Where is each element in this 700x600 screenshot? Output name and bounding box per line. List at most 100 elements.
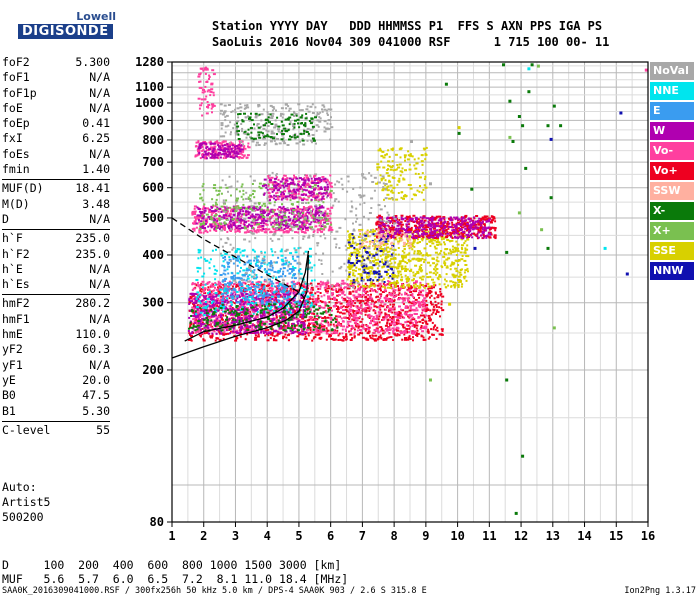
echo-point — [215, 325, 219, 328]
echo-point — [197, 285, 200, 288]
echo-point — [266, 217, 269, 220]
echo-point — [300, 328, 303, 330]
echo-point — [349, 265, 352, 268]
param-value: N/A — [89, 261, 110, 276]
echo-point — [446, 220, 449, 223]
echo-point — [286, 312, 290, 315]
echo-point — [309, 331, 312, 334]
echo-point — [334, 303, 337, 306]
echo-point — [491, 215, 494, 218]
echo-point — [260, 331, 263, 334]
echo-point — [374, 263, 377, 266]
echo-point — [341, 292, 345, 295]
echo-point — [427, 314, 431, 317]
echo-point — [203, 296, 206, 299]
echo-point — [207, 309, 209, 312]
echo-point — [309, 329, 312, 331]
echo-point — [390, 166, 394, 169]
echo-point — [325, 338, 328, 341]
echo-point — [456, 243, 460, 246]
echo-point — [265, 325, 268, 328]
echo-point — [286, 282, 289, 285]
echo-point — [255, 281, 259, 284]
echo-point — [355, 279, 358, 282]
echo-point — [193, 320, 197, 323]
echo-point — [238, 326, 241, 329]
echo-point — [373, 238, 376, 241]
echo-point — [269, 318, 272, 320]
echo-point — [319, 229, 322, 232]
echo-point — [263, 303, 266, 306]
echo-point — [412, 193, 416, 196]
echo-point — [411, 293, 414, 295]
echo-point — [410, 287, 413, 290]
echo-point — [372, 282, 376, 285]
echo-point — [421, 289, 425, 292]
echo-point — [302, 330, 305, 333]
echo-point — [417, 251, 420, 254]
echo-point — [414, 216, 418, 219]
echo-point — [397, 274, 400, 277]
echo-point — [216, 302, 220, 305]
echo-point — [464, 251, 467, 254]
echo-point — [198, 284, 202, 287]
echo-point — [452, 229, 456, 231]
echo-point — [439, 243, 443, 246]
echo-point — [388, 197, 392, 200]
echo-point — [348, 320, 352, 323]
echo-point — [346, 300, 350, 302]
echo-point — [419, 327, 422, 330]
echo-point — [391, 287, 394, 290]
echo-point — [206, 207, 209, 210]
echo-point — [329, 297, 332, 300]
echo-point — [363, 288, 365, 291]
echo-point — [417, 232, 420, 235]
echo-point — [427, 282, 430, 285]
echo-point — [242, 310, 246, 313]
echo-point — [192, 293, 196, 296]
echo-point — [224, 307, 227, 310]
echo-point — [250, 286, 254, 288]
echo-point — [218, 332, 221, 335]
echo-point — [424, 285, 428, 287]
echo-point — [268, 282, 271, 285]
echo-point — [408, 247, 411, 250]
echo-point — [209, 335, 212, 338]
echo-point — [305, 331, 308, 334]
echo-point — [354, 286, 357, 289]
echo-point — [275, 298, 277, 301]
echo-point — [382, 225, 386, 228]
echo-point — [391, 316, 395, 318]
echo-point — [188, 316, 191, 319]
echo-point — [210, 310, 213, 313]
echo-point — [488, 220, 491, 222]
echo-point — [219, 323, 223, 326]
echo-point — [406, 158, 410, 161]
param-row: foF2 5.300 — [2, 55, 110, 70]
echo-point — [383, 265, 386, 268]
echo-point — [211, 289, 214, 292]
echo-point — [409, 325, 412, 328]
echo-point — [375, 329, 379, 332]
echo-point — [229, 210, 232, 213]
echo-point — [390, 258, 393, 260]
echo-point — [304, 331, 307, 333]
echo-point — [440, 303, 443, 306]
echo-point — [205, 331, 209, 334]
echo-point — [274, 214, 278, 217]
echo-point — [268, 211, 271, 213]
echo-point — [419, 283, 422, 286]
echo-point — [408, 335, 411, 338]
echo-point — [434, 234, 438, 237]
echo-point — [461, 226, 464, 229]
echo-point — [311, 301, 314, 304]
echo-point — [417, 157, 420, 160]
echo-point — [388, 180, 392, 183]
echo-point — [265, 332, 268, 335]
echo-point — [413, 332, 416, 335]
echo-point — [412, 284, 415, 287]
echo-point — [399, 156, 402, 159]
echo-point — [260, 286, 263, 289]
echo-point — [411, 248, 414, 251]
echo-point — [449, 240, 452, 243]
